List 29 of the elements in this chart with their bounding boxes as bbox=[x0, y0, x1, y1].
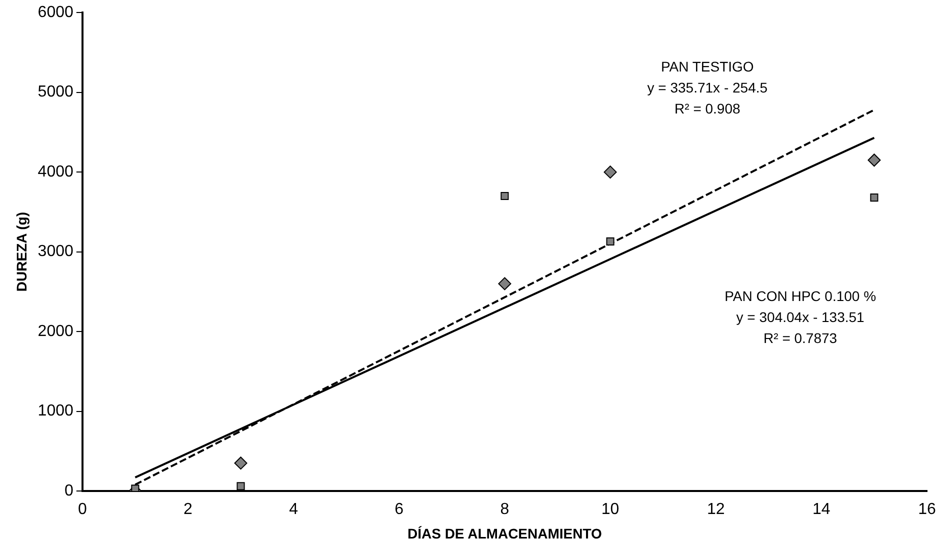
y-axis-title: DUREZA (g) bbox=[13, 212, 30, 292]
x-axis-title: DÍAS DE ALMACENAMIENTO bbox=[407, 525, 602, 542]
annotation: PAN TESTIGO y = 335.71x - 254.5 R² = 0.908 bbox=[647, 58, 768, 116]
y-tick-label: 4000 bbox=[38, 163, 74, 180]
point bbox=[236, 482, 245, 490]
x-tick-label: 10 bbox=[601, 501, 620, 518]
y-tick-label: 0 bbox=[64, 482, 74, 500]
point bbox=[604, 166, 617, 179]
y-tick-label: 6000 bbox=[38, 4, 74, 22]
x-tick-label: 4 bbox=[289, 501, 298, 518]
x-tick-label: 16 bbox=[918, 501, 936, 518]
y-tick-label: 1000 bbox=[38, 402, 74, 420]
point bbox=[131, 484, 140, 491]
x-tick-label: 14 bbox=[812, 501, 830, 518]
point bbox=[870, 194, 878, 202]
x-tick-label: 2 bbox=[184, 501, 193, 518]
point bbox=[234, 456, 248, 470]
point bbox=[606, 237, 614, 246]
y-tick-label: 3000 bbox=[38, 243, 74, 260]
point bbox=[868, 154, 881, 167]
y-tick-label: 5000 bbox=[38, 84, 74, 101]
point bbox=[500, 192, 509, 200]
x-tick-label: 0 bbox=[78, 501, 87, 518]
x-tick-label: 8 bbox=[500, 501, 510, 518]
x-tick-label: 6 bbox=[394, 501, 404, 518]
x-tick-label: 12 bbox=[706, 501, 725, 518]
annotation: PAN CON HPC 0.100 % y = 304.04x - 133.51 R² = 0.7873 bbox=[724, 288, 876, 346]
y-tick-label: 2000 bbox=[38, 322, 74, 340]
point bbox=[498, 277, 512, 290]
